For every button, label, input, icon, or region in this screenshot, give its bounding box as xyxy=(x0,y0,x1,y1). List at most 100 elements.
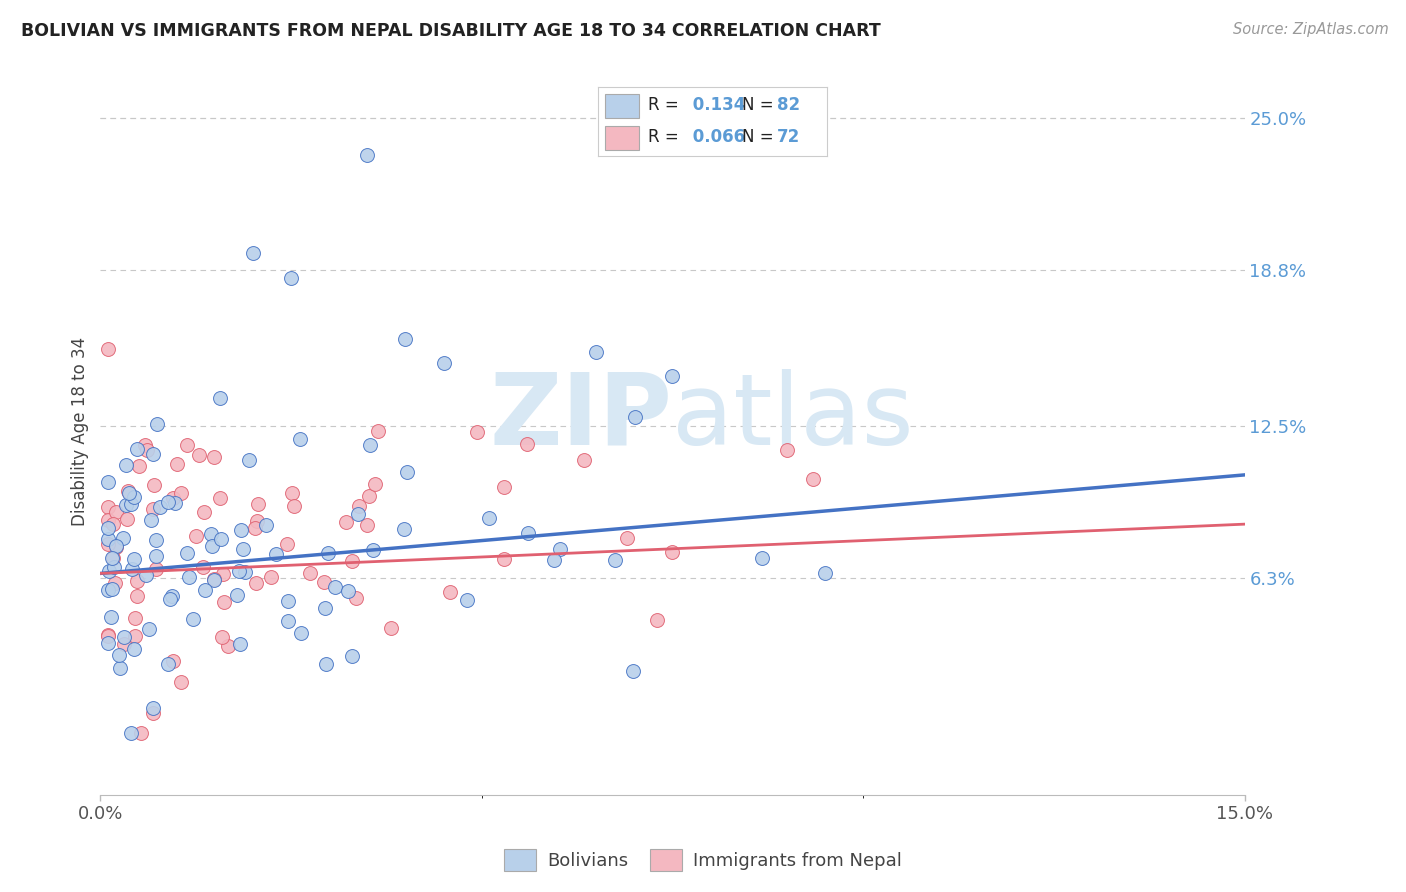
Point xyxy=(228,637,250,651)
Point xyxy=(433,355,456,369)
Point xyxy=(97,629,120,643)
Point xyxy=(280,271,302,285)
Point xyxy=(209,532,232,546)
Point xyxy=(645,613,668,627)
Point xyxy=(125,442,148,456)
Point xyxy=(108,648,131,662)
Point xyxy=(616,531,638,545)
Point xyxy=(101,582,124,596)
Point xyxy=(142,701,165,715)
Point xyxy=(212,566,235,581)
Point xyxy=(290,626,312,640)
Point xyxy=(97,628,120,642)
Point xyxy=(112,630,135,644)
Point xyxy=(145,562,167,576)
Point xyxy=(170,485,193,500)
Point xyxy=(101,550,124,565)
Point xyxy=(356,517,378,532)
Point xyxy=(228,564,250,578)
Legend: Bolivians, Immigrants from Nepal: Bolivians, Immigrants from Nepal xyxy=(496,842,910,879)
Point xyxy=(247,497,270,511)
Point xyxy=(233,566,256,580)
Point xyxy=(121,562,143,576)
Point xyxy=(122,642,145,657)
Point xyxy=(336,583,359,598)
Point xyxy=(125,574,148,588)
Point xyxy=(661,545,683,559)
Point xyxy=(115,458,138,472)
Point xyxy=(97,537,120,551)
Point xyxy=(208,391,231,405)
Point xyxy=(624,410,647,425)
Point xyxy=(101,517,124,532)
Point xyxy=(97,475,120,489)
Point xyxy=(97,342,120,356)
Text: Source: ZipAtlas.com: Source: ZipAtlas.com xyxy=(1233,22,1389,37)
Point xyxy=(160,589,183,603)
Point xyxy=(367,424,389,438)
Point xyxy=(115,498,138,512)
Point xyxy=(396,465,419,479)
Point xyxy=(124,490,146,504)
Point xyxy=(201,539,224,553)
Point xyxy=(439,585,461,599)
Point xyxy=(177,570,200,584)
Point xyxy=(245,575,267,590)
Point xyxy=(124,629,146,643)
Point xyxy=(97,500,120,514)
Point xyxy=(117,484,139,499)
Point xyxy=(347,507,370,521)
Point xyxy=(176,438,198,452)
Point xyxy=(585,344,607,359)
Point xyxy=(162,491,184,506)
Point xyxy=(316,545,339,559)
Point xyxy=(238,453,260,467)
Point xyxy=(191,559,214,574)
Point xyxy=(176,546,198,560)
Point xyxy=(603,553,626,567)
Point xyxy=(340,554,363,568)
Point xyxy=(135,567,157,582)
Point xyxy=(202,450,225,464)
Point xyxy=(277,593,299,607)
Point xyxy=(751,551,773,566)
Point xyxy=(344,591,367,606)
Point xyxy=(211,631,233,645)
Point xyxy=(242,246,264,260)
Point xyxy=(814,566,837,581)
Point xyxy=(314,574,336,589)
Point xyxy=(112,531,135,545)
Point xyxy=(212,595,235,609)
Point xyxy=(98,564,121,578)
Point xyxy=(100,609,122,624)
Point xyxy=(548,541,571,556)
Point xyxy=(159,592,181,607)
Text: atlas: atlas xyxy=(672,368,914,466)
Point xyxy=(217,639,239,653)
Point xyxy=(120,726,142,740)
Point xyxy=(142,447,165,461)
Point xyxy=(254,518,277,533)
Point xyxy=(364,476,387,491)
Point xyxy=(335,515,357,529)
Point xyxy=(134,438,156,452)
Point xyxy=(184,529,207,543)
Point xyxy=(226,589,249,603)
Point xyxy=(357,489,380,503)
Point xyxy=(516,437,538,451)
Point xyxy=(621,664,644,678)
Point xyxy=(347,499,370,513)
Point xyxy=(108,661,131,675)
Point xyxy=(118,486,141,500)
Point xyxy=(129,726,152,740)
Point xyxy=(97,636,120,650)
Point xyxy=(122,551,145,566)
Point xyxy=(394,333,416,347)
Point xyxy=(776,443,799,458)
Point xyxy=(104,576,127,591)
Point xyxy=(138,622,160,636)
Point xyxy=(157,495,180,509)
Point xyxy=(298,566,321,581)
Point xyxy=(104,540,127,554)
Point xyxy=(202,572,225,586)
